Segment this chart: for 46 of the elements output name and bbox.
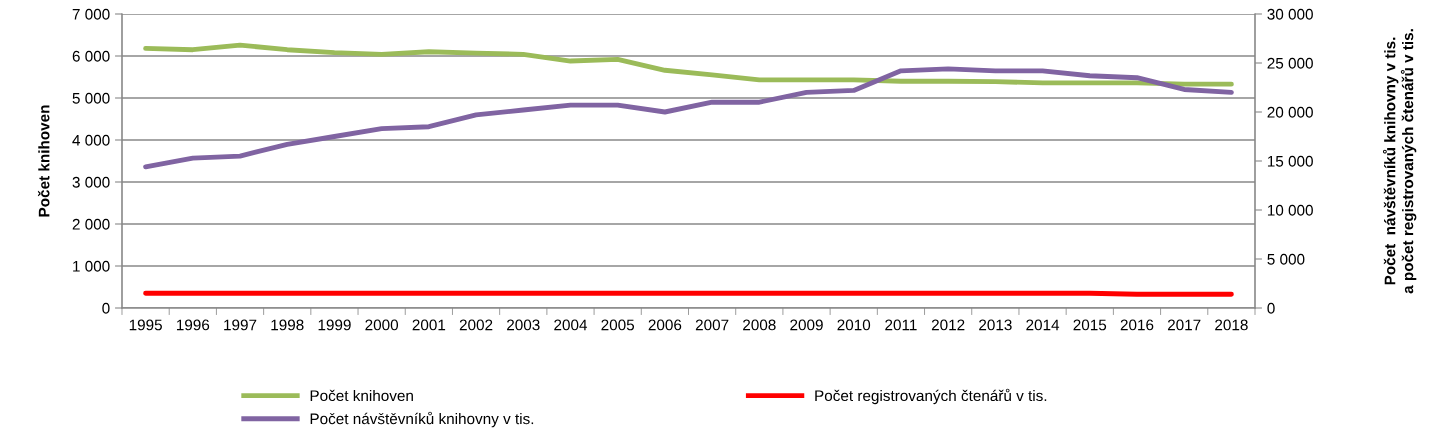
y-tick-label: 6 000 <box>72 50 110 62</box>
x-tick-label: 2009 <box>790 319 823 331</box>
line-series <box>143 66 1234 170</box>
x-tick-label: 2000 <box>365 319 399 331</box>
y2-tick-label: 25 000 <box>1267 57 1313 69</box>
x-tick-label: 2012 <box>931 319 965 331</box>
y-tick-label: 0 <box>102 302 110 314</box>
x-tick-label: 1999 <box>318 319 351 331</box>
y-tick-label: 3 000 <box>72 176 110 188</box>
legend-label: Počet registrovaných čtenářů v tis. <box>815 388 1047 405</box>
x-tick-label: 2001 <box>412 319 446 331</box>
x-tick-label: 1998 <box>271 319 304 331</box>
x-tick-label: 1996 <box>176 319 210 331</box>
x-tick-label: 2011 <box>885 319 917 331</box>
x-tick-label: 2003 <box>507 319 540 331</box>
legend-label: Počet knihoven <box>310 389 413 402</box>
x-tick-label: 2015 <box>1073 319 1107 331</box>
x-tick-label: 2010 <box>837 319 871 331</box>
x-tick-label: 2017 <box>1167 319 1201 331</box>
x-tick-label: 2006 <box>648 319 682 331</box>
y-tick-label: 5 000 <box>72 92 110 104</box>
x-tick-label: 2002 <box>459 319 493 331</box>
y2-axis-title: Počet návštěvníků knihovny v tis. a počet registrovaných čtenářů v tis. <box>1382 29 1417 294</box>
y2-tick-label: 30 000 <box>1267 8 1313 20</box>
x-tick-label: 2007 <box>695 319 729 331</box>
x-tick-label: 2005 <box>601 319 635 331</box>
x-tick-label: 2013 <box>979 319 1012 331</box>
y-tick-label: 7 000 <box>72 8 110 20</box>
x-tick-label: 1997 <box>224 319 257 331</box>
y-tick-label: 2 000 <box>72 218 110 230</box>
line-series <box>143 42 1234 87</box>
x-tick-label: 2018 <box>1215 319 1248 331</box>
x-tick-label: 2004 <box>554 319 588 331</box>
y-axis-title: Počet knihoven <box>37 105 50 217</box>
legend-label: Počet návštěvníků knihovny v tis. <box>310 411 534 428</box>
y-tick-label: 4 000 <box>72 134 110 146</box>
y2-tick-label: 10 000 <box>1267 204 1313 216</box>
x-tick-label: 2008 <box>743 319 776 331</box>
x-tick-label: 2016 <box>1120 319 1154 331</box>
y2-tick-label: 5 000 <box>1267 253 1305 265</box>
y2-tick-label: 0 <box>1267 302 1275 314</box>
y-tick-label: 1 000 <box>73 260 110 272</box>
y2-tick-label: 20 000 <box>1267 106 1313 118</box>
y2-tick-label: 15 000 <box>1267 155 1313 167</box>
x-tick-label: 2014 <box>1026 319 1060 331</box>
x-tick-label: 1995 <box>129 319 162 331</box>
